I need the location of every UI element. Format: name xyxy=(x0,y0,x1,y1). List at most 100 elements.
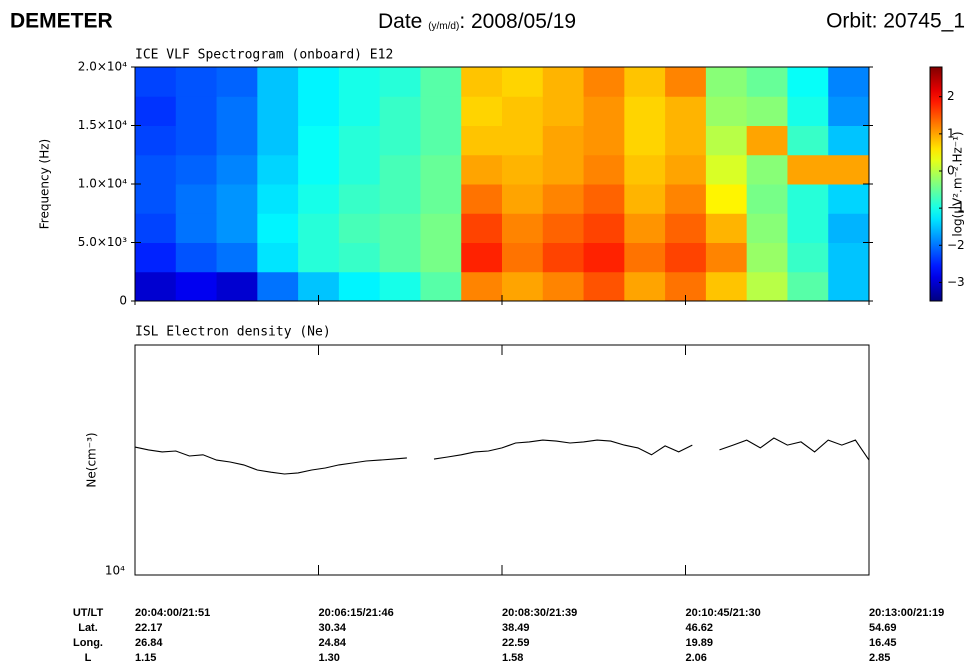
heatmap-cell xyxy=(787,271,829,302)
heatmap-cell xyxy=(135,125,177,156)
heatmap-cell xyxy=(828,213,870,243)
heatmap-cell xyxy=(175,213,218,243)
heatmap-cell xyxy=(583,271,625,302)
heatmap-cell xyxy=(298,96,340,126)
heatmap-cell xyxy=(746,125,788,156)
heatmap-cell xyxy=(298,67,340,97)
heatmap-cell xyxy=(257,184,299,214)
plots: 0 5.0×10³ 1.0×10⁴ 1.5×10⁴ 2.0×10⁴ −3 −2 −1 0 1 2 10… xyxy=(73,60,965,664)
y-tick-label: 1.5×10⁴ xyxy=(78,118,127,132)
y-tick-label: 10⁴ xyxy=(105,564,125,578)
y-tick-label: 0 xyxy=(119,294,127,308)
heatmap-cell xyxy=(624,96,666,126)
heatmap-cell xyxy=(502,125,544,156)
heatmap-cell xyxy=(624,154,666,185)
heatmap-cell xyxy=(705,154,748,185)
table-cell: 24.84 xyxy=(319,637,347,649)
heatmap-cell xyxy=(420,184,462,214)
heatmap-cell xyxy=(379,184,421,214)
heatmap-cell xyxy=(502,184,544,214)
heatmap-cell xyxy=(461,96,503,126)
heatmap-cell xyxy=(624,67,666,97)
heatmap-cell xyxy=(216,242,258,273)
heatmap-cell xyxy=(420,154,462,185)
heatmap-cell xyxy=(787,125,829,156)
heatmap-cell xyxy=(338,154,381,185)
heatmap-cell xyxy=(298,242,340,273)
heatmap-cell xyxy=(502,96,544,126)
table-cell: 22.59 xyxy=(502,637,530,649)
heatmap-cell xyxy=(461,67,503,97)
heatmap-cell xyxy=(502,213,544,243)
heatmap-cell xyxy=(338,67,381,97)
heatmap-cell xyxy=(135,271,177,302)
heatmap-cell xyxy=(175,184,218,214)
heatmap-cell xyxy=(746,184,788,214)
heatmap-cell xyxy=(461,154,503,185)
heatmap-cell xyxy=(175,96,218,126)
table-cell: 2.85 xyxy=(869,652,890,664)
heatmap-cell xyxy=(828,184,870,214)
frame xyxy=(134,344,870,576)
heatmap-cell xyxy=(379,213,421,243)
heatmap-cell xyxy=(624,213,666,243)
heatmap-cell xyxy=(828,67,870,97)
heatmap-cell xyxy=(624,184,666,214)
heatmap-cell xyxy=(379,67,421,97)
heatmap-cell xyxy=(175,125,218,156)
heatmap-cell xyxy=(216,271,258,302)
heatmap-cell xyxy=(705,184,748,214)
colorbar-tick-label: 0 xyxy=(947,164,955,178)
heatmap-cell xyxy=(542,154,585,185)
heatmap-cell xyxy=(379,271,421,302)
heatmap-cell xyxy=(257,67,299,97)
colorbar-tick-label: 1 xyxy=(947,126,955,140)
heatmap-cell xyxy=(502,154,544,185)
panel-title: ICE VLF Spectrogram (onboard) E12 xyxy=(135,48,393,63)
heatmap-cell xyxy=(542,271,585,302)
heatmap-cell xyxy=(338,184,381,214)
heatmap-cell xyxy=(135,96,177,126)
orbit: Orbit: 20745_1 xyxy=(826,10,965,33)
heatmap-cell xyxy=(542,213,585,243)
heatmap-cell xyxy=(216,154,258,185)
table-row-label: UT/LT xyxy=(73,607,104,619)
y-tick-label: 5.0×10³ xyxy=(78,235,127,249)
table-cell: 22.17 xyxy=(135,622,163,634)
table-row-label: L xyxy=(85,652,92,664)
colorbar-label: log(μV².m⁻².Hz⁻¹) xyxy=(951,131,965,236)
y-axis-label: Ne(cm⁻³) xyxy=(85,432,99,487)
heatmap-cell xyxy=(787,213,829,243)
heatmap-cell xyxy=(298,213,340,243)
heatmap-cell xyxy=(828,154,870,185)
table-cell: 20:13:00/21:19 xyxy=(869,607,944,619)
heatmap-cell xyxy=(705,242,748,273)
heatmap-cell xyxy=(461,125,503,156)
heatmap-cell xyxy=(338,213,381,243)
heatmap-cell xyxy=(665,67,707,97)
heatmap-cell xyxy=(746,96,788,126)
heatmap-cell xyxy=(216,125,258,156)
heatmap-cell xyxy=(542,125,585,156)
heatmap-cell xyxy=(461,184,503,214)
heatmap-cell xyxy=(705,96,748,126)
heatmap-cell xyxy=(624,271,666,302)
heatmap-cell xyxy=(583,154,625,185)
heatmap-cell xyxy=(420,125,462,156)
y-axis-label: Frequency (Hz) xyxy=(38,139,52,230)
heatmap-cell xyxy=(502,242,544,273)
heatmap-cell xyxy=(746,271,788,302)
heatmap-cell xyxy=(828,96,870,126)
heatmap-cell xyxy=(746,213,788,243)
heatmap-cell xyxy=(379,125,421,156)
heatmap-cell xyxy=(461,271,503,302)
heatmap-cell xyxy=(257,96,299,126)
heatmap-cell xyxy=(420,242,462,273)
heatmap-cell xyxy=(420,67,462,97)
table-cell: 20:06:15/21:46 xyxy=(319,607,394,619)
heatmap-cell xyxy=(420,96,462,126)
heatmap-cell xyxy=(135,184,177,214)
heatmap-cell xyxy=(257,125,299,156)
table-cell: 2.06 xyxy=(686,652,707,664)
